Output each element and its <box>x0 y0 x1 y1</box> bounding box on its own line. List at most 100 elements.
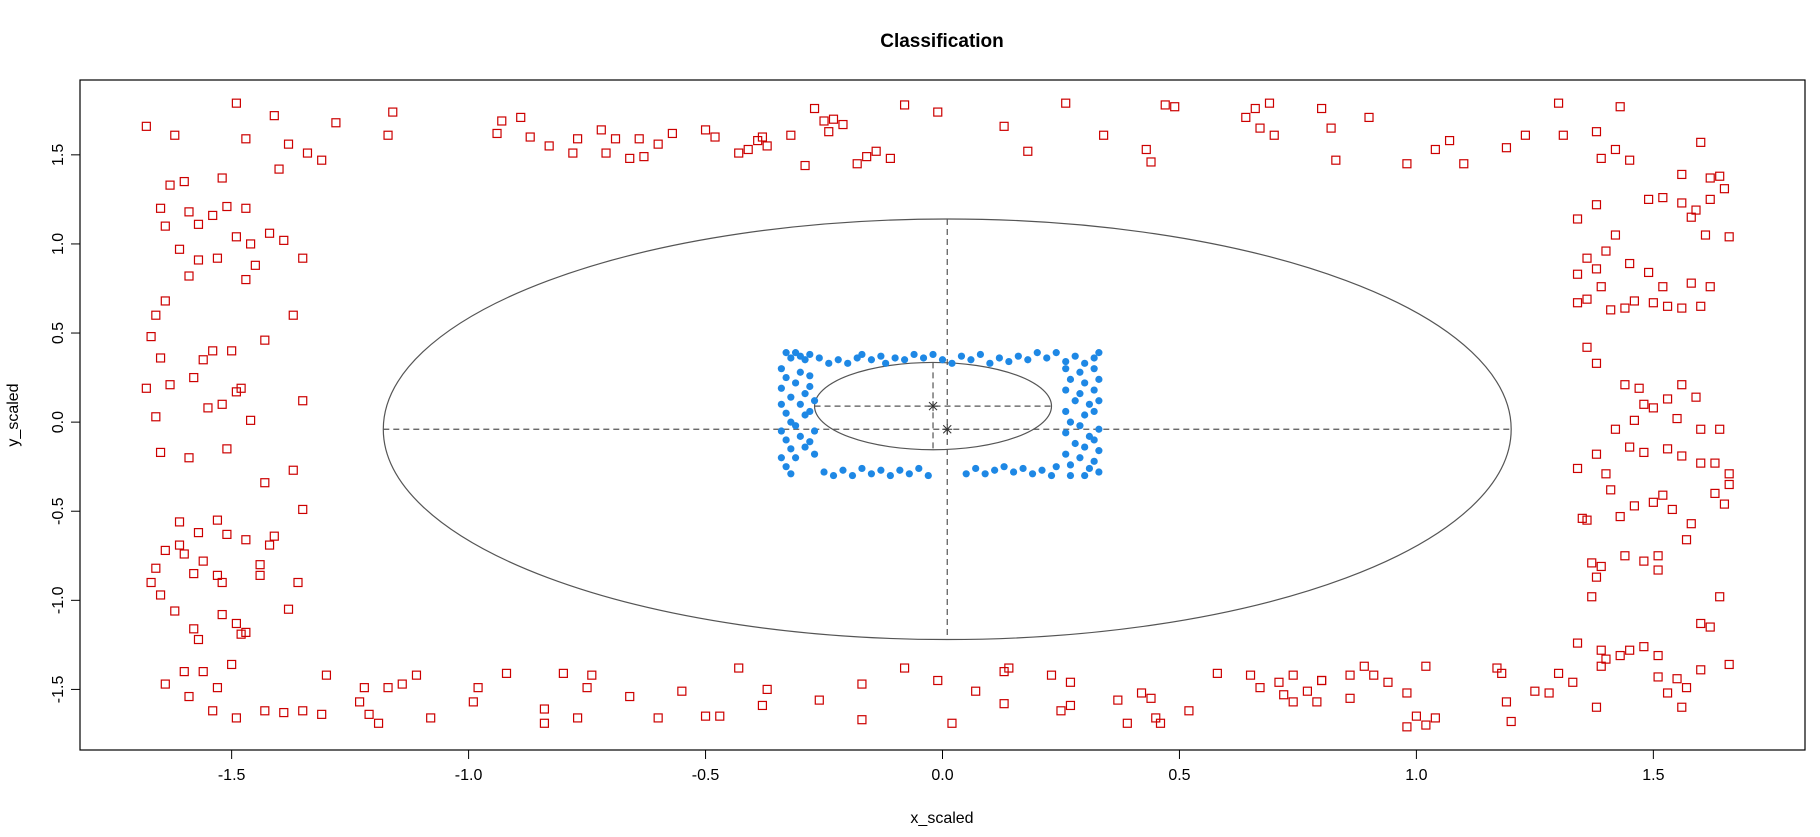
outer-point <box>1317 103 1327 114</box>
outer-point <box>1606 305 1616 315</box>
outer-point <box>208 210 218 221</box>
outer-point <box>1596 661 1606 671</box>
outer-point <box>1625 645 1635 655</box>
outer-point <box>317 709 327 719</box>
outer-point <box>179 549 189 559</box>
inner-point <box>1081 411 1089 419</box>
outer-point <box>1553 98 1564 108</box>
outer-point <box>819 116 829 126</box>
outer-point <box>468 697 478 707</box>
outer-point <box>862 152 872 162</box>
inner-point <box>1062 357 1070 366</box>
outer-point <box>1691 392 1701 402</box>
outer-point <box>1402 688 1412 698</box>
outer-point <box>1317 675 1327 686</box>
outer-point <box>170 606 180 616</box>
outer-point <box>677 686 687 696</box>
outer-point <box>582 683 592 693</box>
outer-point <box>160 545 170 556</box>
inner-point <box>877 352 885 360</box>
inner-point <box>829 471 838 480</box>
outer-point <box>146 577 156 588</box>
outer-point <box>298 504 308 515</box>
outer-point <box>260 335 270 345</box>
outer-point <box>625 691 635 702</box>
outer-point <box>208 706 218 716</box>
outer-point <box>298 396 308 406</box>
inner-point <box>810 397 819 405</box>
outer-point <box>653 713 663 723</box>
outer-point <box>1653 650 1663 661</box>
outer-point <box>1046 670 1057 680</box>
inner-point <box>1062 365 1070 373</box>
outer-point <box>241 203 251 213</box>
outer-point <box>1705 194 1715 204</box>
outer-point <box>1591 572 1602 582</box>
outer-point <box>397 679 407 689</box>
outer-point <box>184 207 194 217</box>
inner-point <box>1043 354 1051 362</box>
outer-point <box>1677 380 1687 390</box>
inner-point <box>900 356 909 364</box>
outer-point <box>373 718 384 728</box>
inner-point <box>1062 407 1070 416</box>
inner-point <box>1085 464 1094 473</box>
outer-point <box>1719 184 1730 194</box>
outer-point <box>198 355 208 365</box>
outer-point <box>269 531 279 541</box>
outer-point <box>283 139 294 149</box>
outer-point <box>1245 670 1256 680</box>
outer-point <box>1255 123 1265 133</box>
inner-point <box>1066 461 1075 469</box>
outer-point <box>1610 424 1621 434</box>
outer-point <box>710 132 720 142</box>
outer-point <box>734 663 744 673</box>
outer-point <box>1264 98 1275 108</box>
outer-point <box>1696 424 1706 434</box>
outer-point <box>899 663 910 673</box>
outer-point <box>246 415 256 425</box>
outer-point <box>255 560 265 570</box>
outer-point <box>1099 130 1109 140</box>
center-marker-d2 <box>928 401 938 411</box>
outer-point <box>1274 677 1284 687</box>
inner-point <box>1052 463 1060 471</box>
center-marker-d2 <box>942 424 952 434</box>
outer-point <box>179 666 189 677</box>
outer-point <box>1662 394 1673 404</box>
outer-point <box>1705 282 1715 292</box>
outer-point <box>757 700 768 711</box>
outer-point <box>1136 688 1147 698</box>
outer-point <box>288 310 298 320</box>
outer-point <box>160 221 170 231</box>
outer-point <box>279 707 289 718</box>
y-tick-label: 0.5 <box>50 322 67 344</box>
outer-point <box>824 127 834 137</box>
outer-point <box>1677 702 1687 712</box>
inner-point <box>791 379 800 387</box>
outer-point <box>1658 282 1668 292</box>
inner-point <box>777 384 785 392</box>
outer-point <box>572 134 583 144</box>
outer-point <box>947 718 957 728</box>
x-tick-label: 0.0 <box>931 767 953 784</box>
outer-point <box>321 670 332 680</box>
inner-point <box>1095 349 1103 357</box>
outer-point <box>1691 205 1701 215</box>
chart-title: Classification <box>880 31 1004 52</box>
outer-point <box>1430 713 1440 723</box>
inner-point <box>1028 470 1037 478</box>
outer-point <box>1601 246 1611 256</box>
outer-point <box>700 125 711 135</box>
outer-point <box>809 103 820 114</box>
outer-point <box>1625 258 1635 269</box>
inner-point <box>1071 397 1079 405</box>
outer-point <box>283 604 294 614</box>
outer-point <box>203 403 213 413</box>
inner-point <box>1000 463 1008 471</box>
outer-point <box>1672 674 1682 684</box>
outer-point <box>1146 693 1156 703</box>
outer-point <box>1345 670 1355 680</box>
outer-point <box>217 609 227 620</box>
outer-point <box>1710 488 1720 499</box>
